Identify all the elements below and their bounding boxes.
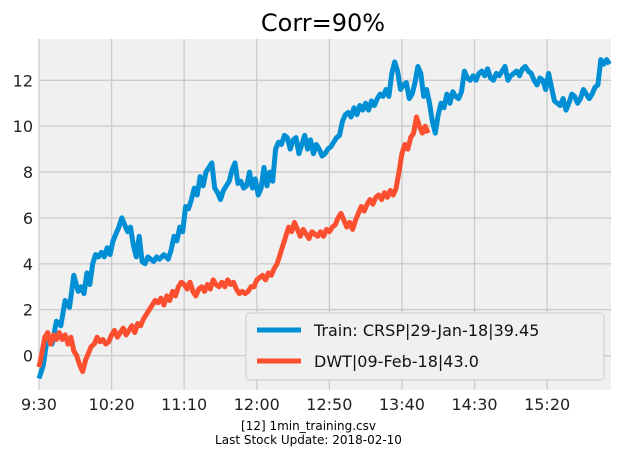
legend: Train: CRSP|29-Jan-18|39.45 DWT|09-Feb-1… [245,312,605,381]
x-tick-label: 9:30 [21,395,57,414]
x-tick-label: 13:40 [379,395,425,414]
legend-box [245,312,605,381]
x-tick-label: 10:20 [89,395,135,414]
y-tick-label: 8 [23,163,33,182]
y-tick-label: 0 [23,347,33,366]
y-tick-label: 2 [23,301,33,320]
x-tick-label: 12:00 [234,395,280,414]
y-tick-label: 6 [23,209,33,228]
x-tick-label: 11:10 [161,395,207,414]
series-line-train [36,57,612,380]
chart-title: Corr=90% [261,9,385,37]
footer-filename: [12] 1min_training.csv [241,419,376,433]
y-tick-label: 10 [13,117,33,136]
legend-label-train: Train: CRSP|29-Jan-18|39.45 [313,321,539,340]
x-tick-label: 14:30 [451,395,497,414]
y-tick-label: 4 [23,255,33,274]
footer-last-update: Last Stock Update: 2018-02-10 [215,433,402,447]
series-layer [36,57,612,380]
y-tick-label: 12 [13,71,33,90]
y-axis-ticks: 0 2 4 6 8 10 12 [13,71,33,365]
x-axis-ticks: 9:30 10:20 11:10 12:00 12:50 13:40 14:30 15:20 [21,395,570,414]
x-tick-label: 12:50 [306,395,352,414]
legend-label-dwt: DWT|09-Feb-18|43.0 [314,352,479,371]
series-line-dwt [36,114,431,375]
x-tick-label: 15:20 [524,395,570,414]
